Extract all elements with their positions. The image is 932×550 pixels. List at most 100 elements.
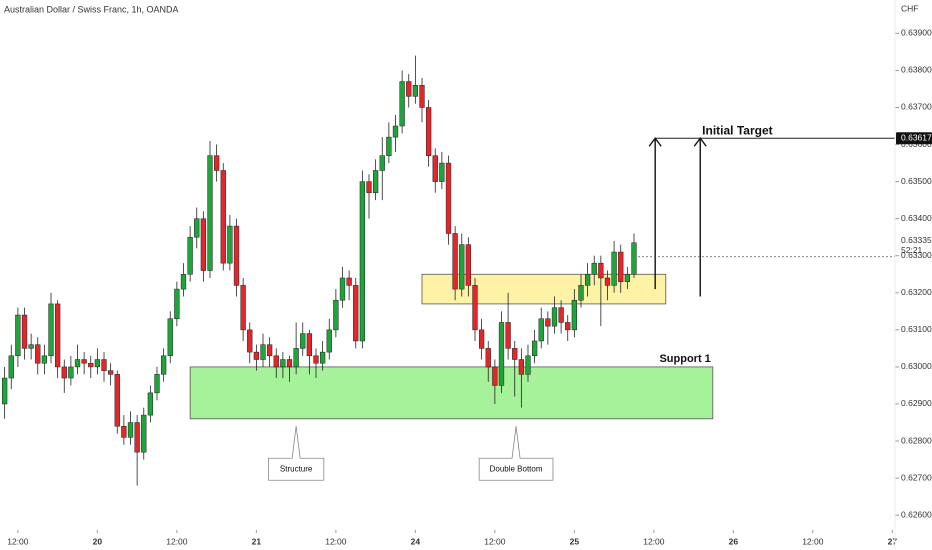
y-tick-label: 0.63300 [901,250,932,260]
y-tick-label: 0.62700 [901,472,932,482]
currency: CHF [901,3,918,13]
candle-body [313,355,319,364]
candle-body [1,377,8,405]
candle-body [512,348,518,360]
candle-body [571,299,578,331]
candle-body [631,242,637,275]
x-tick-label: 12:00 [325,536,347,546]
candle-body [432,155,438,182]
candle-body [591,262,597,275]
y-tick-label: 0.63700 [901,102,932,112]
y-tick-label: 0.63900 [901,28,932,38]
candle-body [207,155,213,271]
candle-body [412,84,419,97]
candle-body [220,170,226,264]
candle-body [525,355,531,375]
candle-body [194,218,200,238]
candle-body [35,344,41,364]
target-price-tag [896,132,932,145]
callout-label: Structure [280,464,313,473]
candle-body [551,307,558,327]
candle-body [147,392,154,416]
candle-body [386,136,392,156]
candle-body [233,225,240,286]
x-tick-label: 26 [729,536,739,546]
y-tick-label: 0.63400 [901,213,932,223]
x-tick-label: 12:00 [166,536,188,546]
candle-body [187,236,193,275]
candle-body [372,170,379,193]
candle-body [141,414,147,453]
y-tick-label: 0.63100 [901,324,932,334]
countdown: 52:21 [901,245,923,255]
y-tick-label: 0.62900 [901,398,932,408]
candle-body [88,362,94,368]
candle-body [558,307,564,323]
candle-body [379,155,385,171]
candle-body [465,244,472,286]
candle-body [624,274,631,282]
candle-body [260,344,266,360]
candle-body [21,314,28,349]
x-tick-label: 27 [888,536,898,546]
candle-body [306,333,313,357]
zone-label: Support 1 [659,353,710,365]
candle-body [74,359,81,368]
candle-body [68,366,74,379]
candle-body [253,351,260,360]
candle-body [492,366,498,386]
zone [189,366,714,420]
candle-body [127,422,134,438]
x-tick-label: 25 [570,536,580,546]
candle-body [54,303,61,368]
candle-body [94,359,101,368]
candle-body [518,359,525,375]
callout [478,426,554,481]
x-tick-label: 20 [93,536,103,546]
candle-body [48,303,54,357]
candle-body [611,251,617,286]
candle-body [452,233,458,290]
candle-body [273,355,279,368]
candle-body [531,340,538,357]
candle-body [425,107,432,156]
candle-body [598,262,604,279]
candle-body [392,125,399,138]
candle-body [114,374,120,427]
candle-body [15,314,21,357]
candle-body [498,322,505,386]
candle-body [240,285,246,331]
candle-body [359,181,366,342]
candle-body [406,81,412,97]
candle-body [353,285,359,342]
candle-body [618,251,624,282]
candle-body [200,218,207,271]
candle-body [180,274,187,290]
candle-body [154,374,160,394]
candle-body [227,225,233,264]
candle-body [28,344,34,349]
candle-body [213,155,220,171]
x-tick-label: 12:00 [802,536,824,546]
target-label: Initial Target [702,123,772,137]
candle-body [505,322,511,349]
y-tick-label: 0.63800 [901,65,932,75]
candle-body [604,277,611,286]
candle-body [439,162,445,182]
target-price-label: 0.63617 [901,132,932,142]
candle-body [101,359,107,371]
candle-body [81,359,87,364]
x-tick-label: 21 [252,536,262,546]
candle-body [160,355,167,375]
y-tick-label: 0.63000 [901,361,932,371]
chart-title: Australian Dollar / Swiss Franc, 1h, OAN… [4,4,179,14]
candle-body [419,84,425,108]
candle-body [399,81,405,127]
candle-body [286,359,293,368]
y-tick-label: 0.63200 [901,287,932,297]
candle-body [538,318,544,342]
candle-body [472,285,478,331]
candle-body [326,329,332,353]
candle-body [280,359,286,368]
